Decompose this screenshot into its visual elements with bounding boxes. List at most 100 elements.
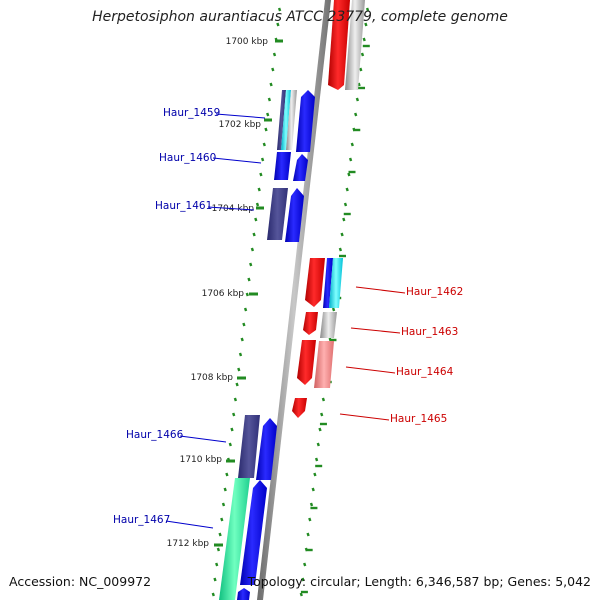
tick-ring-dot xyxy=(331,307,336,312)
gene-label[interactable]: Haur_1464 xyxy=(396,366,454,378)
tick-ring-dot xyxy=(321,397,326,402)
gene-arrow xyxy=(297,340,316,385)
tick-ring-dot xyxy=(314,457,319,462)
genes-layer xyxy=(219,0,365,600)
tick-ring-dot xyxy=(277,7,282,12)
tick-ring-dot xyxy=(362,37,366,42)
gene-label-leader xyxy=(350,327,401,334)
gene-arrow xyxy=(328,0,350,90)
tick-ring-dot xyxy=(221,502,226,507)
tick-ring-dot xyxy=(340,232,344,237)
tick-ring-dot xyxy=(342,217,346,222)
gene-arrow xyxy=(237,588,250,600)
tick-ring-dot xyxy=(267,97,272,102)
tick-ring-dot xyxy=(318,427,322,432)
tick-ring-dot xyxy=(306,532,310,537)
tick-ring-dot xyxy=(249,262,253,267)
tick-ring-dot xyxy=(254,217,258,222)
gene-arrow xyxy=(303,312,318,335)
tick-ring-dot xyxy=(243,307,248,312)
gene-arrow xyxy=(305,258,325,307)
gene-arrow xyxy=(277,90,286,150)
tick-ring-dot xyxy=(348,157,353,162)
tick-ring-dot xyxy=(347,172,351,177)
gene-label-leader xyxy=(215,113,266,119)
gene-arrow xyxy=(285,188,304,242)
tick-ring-dot xyxy=(215,562,219,567)
tick-ring-dot xyxy=(259,172,263,177)
scale-tick-label: 1710 kbp xyxy=(180,455,223,465)
gene-arrow xyxy=(314,341,334,388)
gene-label-leader xyxy=(345,366,396,374)
tick-rings xyxy=(211,7,370,597)
tick-ring-dot xyxy=(257,187,261,192)
scale-tick-label: 1712 kbp xyxy=(167,539,210,549)
gene-label-leader xyxy=(355,286,406,294)
gene-label[interactable]: Haur_1465 xyxy=(390,413,447,425)
tick-ring-dot xyxy=(230,427,234,432)
tick-ring-dot xyxy=(364,22,368,27)
tick-ring-dot xyxy=(316,442,320,447)
tick-ring-dot xyxy=(299,592,303,597)
gene-label[interactable]: Haur_1463 xyxy=(401,326,458,338)
tick-ring-dot xyxy=(213,577,217,582)
tick-ring-dot xyxy=(240,337,244,342)
tick-ring-dot xyxy=(232,412,236,417)
tick-ring-dot xyxy=(247,277,251,282)
tick-ring-dot xyxy=(276,22,280,27)
tick-ring-dot xyxy=(255,202,260,207)
topology-text: Topology: circular; Length: 6,346,587 bp… xyxy=(247,574,591,589)
gene-arrow xyxy=(267,188,288,240)
tick-ring-dot xyxy=(301,577,305,582)
gene-labels-right: Haur_1462 Haur_1463 Haur_1464 Haur_1465 xyxy=(339,286,463,425)
tick-ring-dot xyxy=(354,112,358,117)
tick-ring-dot xyxy=(320,412,324,417)
tick-ring-dot xyxy=(271,67,275,72)
tick-ring-dot xyxy=(311,487,315,492)
tick-ring-dot xyxy=(309,502,314,507)
tick-ring-dot xyxy=(225,472,229,477)
tick-ring-dot xyxy=(218,532,222,537)
gene-arrow xyxy=(296,90,315,152)
tick-ring-dot xyxy=(252,232,256,237)
gene-arrow xyxy=(292,398,307,418)
scale-tick-label: 1706 kbp xyxy=(202,289,245,299)
tick-ring-dot xyxy=(262,142,266,147)
tick-ring-dot xyxy=(211,592,215,597)
tick-ring-dot xyxy=(343,202,348,207)
tick-ring-dot xyxy=(242,322,246,327)
gene-label-leader xyxy=(165,520,214,529)
tick-ring-dot xyxy=(228,442,232,447)
tick-ring-dot xyxy=(350,142,354,147)
gene-label[interactable]: Haur_1462 xyxy=(406,286,463,298)
tick-ring-dot xyxy=(216,547,221,552)
gene-arrow xyxy=(274,152,291,180)
tick-ring-dot xyxy=(237,367,241,372)
gene-arrow xyxy=(240,480,267,585)
gene-label[interactable]: Haur_1466 xyxy=(126,429,184,441)
tick-ring-dot xyxy=(220,517,224,522)
tick-ring-dot xyxy=(272,52,277,57)
scale-tick-label: 1702 kbp xyxy=(219,120,262,130)
gene-arrow xyxy=(219,478,250,600)
tick-ring-dot xyxy=(355,97,360,102)
gene-arrow xyxy=(286,90,297,150)
gene-label[interactable]: Haur_1460 xyxy=(159,152,216,164)
gene-label[interactable]: Haur_1459 xyxy=(163,107,220,119)
gene-label-leader xyxy=(207,206,255,211)
tick-ring-dot xyxy=(359,67,363,72)
tick-ring-dot xyxy=(313,472,317,477)
tick-ring-dot xyxy=(345,187,349,192)
tick-ring-dot xyxy=(250,247,255,252)
gene-label[interactable]: Haur_1467 xyxy=(113,514,170,526)
scale-tick-label: 1700 kbp xyxy=(226,37,269,47)
gene-arrow xyxy=(323,258,333,308)
gene-arrow xyxy=(293,154,308,181)
gene-label-leader xyxy=(179,435,227,443)
gene-label[interactable]: Haur_1461 xyxy=(155,200,212,212)
gene-label-leader xyxy=(339,413,390,421)
scale-tick-label: 1708 kbp xyxy=(191,373,234,383)
gene-arrow xyxy=(345,0,365,90)
